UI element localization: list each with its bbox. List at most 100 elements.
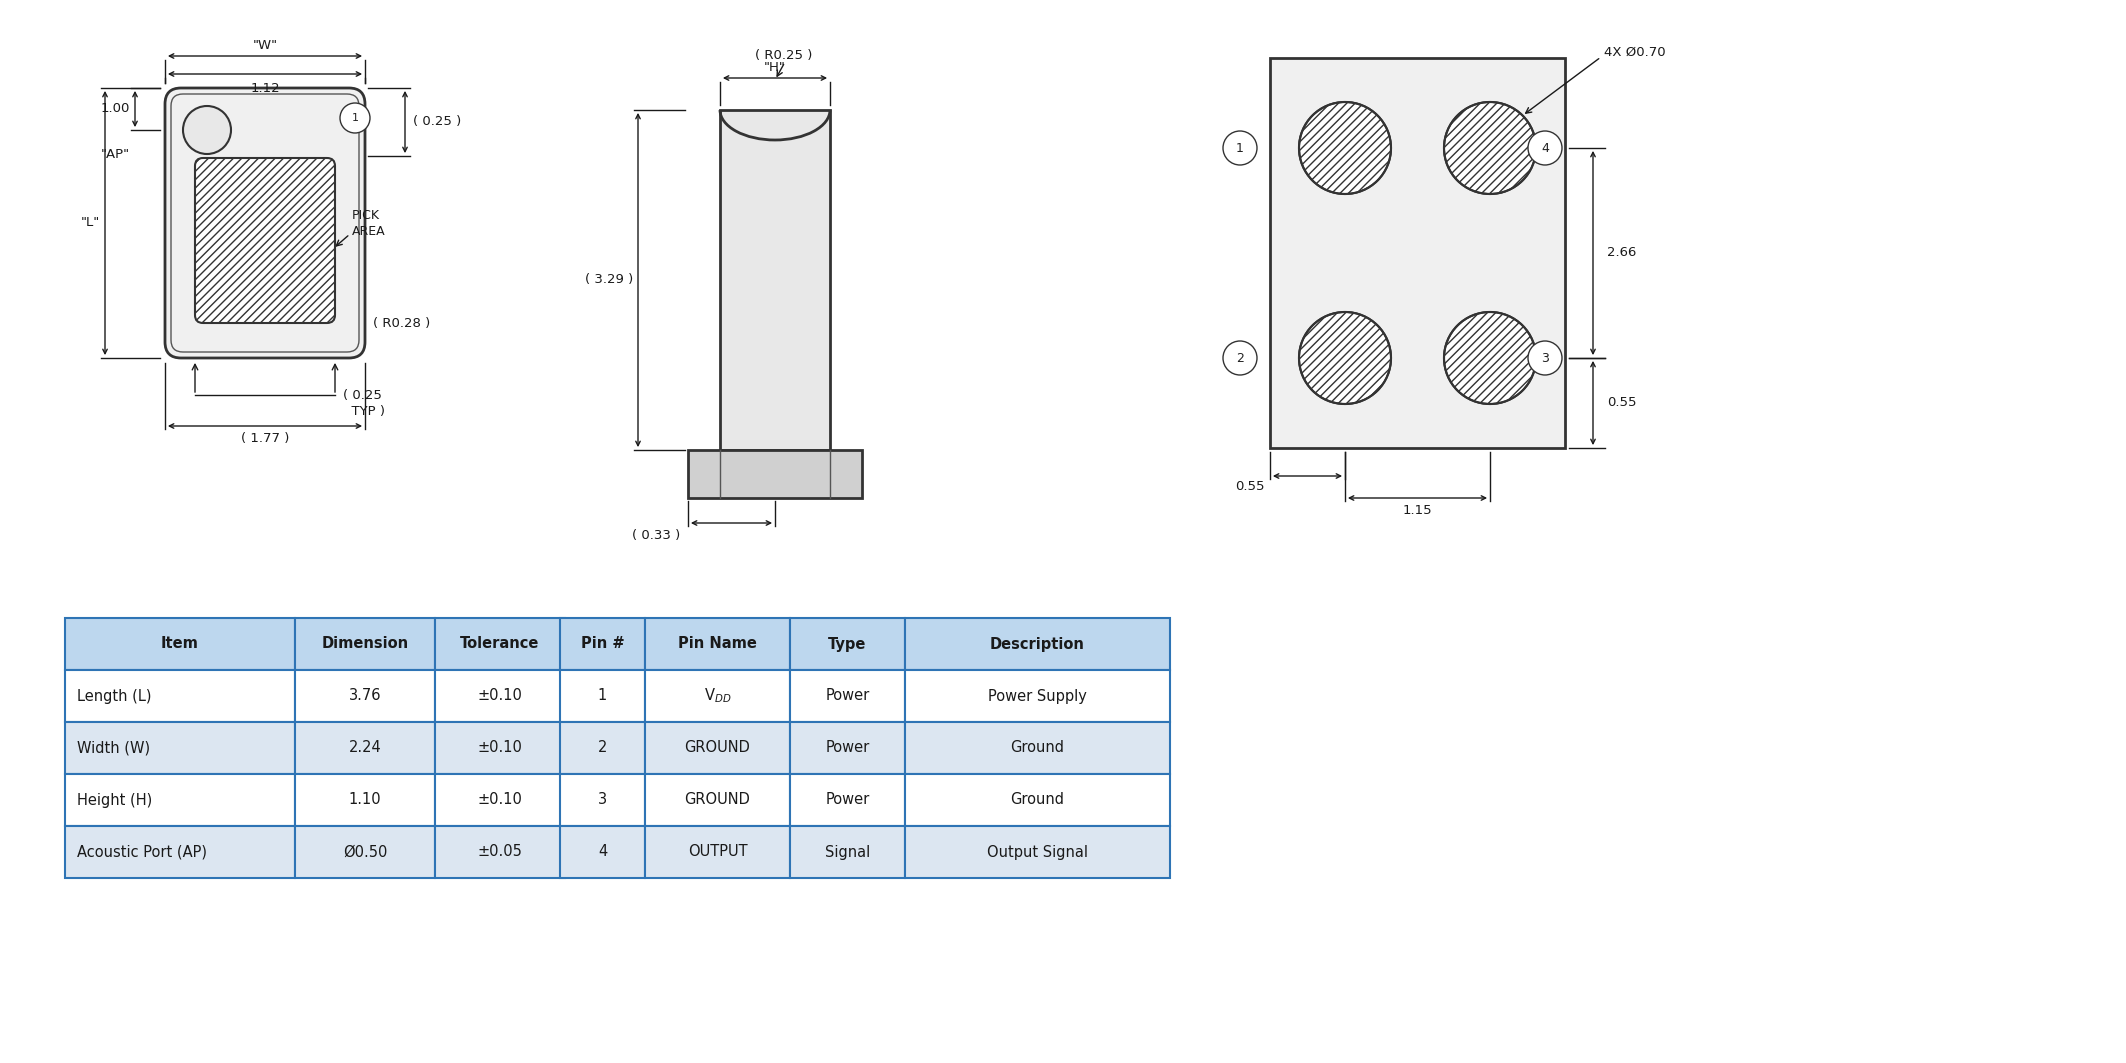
Bar bbox=[66, 774, 296, 826]
Text: ( 0.25: ( 0.25 bbox=[342, 388, 383, 402]
Text: Power: Power bbox=[825, 689, 870, 704]
Text: 2.66: 2.66 bbox=[1607, 247, 1637, 259]
Text: Item: Item bbox=[162, 637, 200, 652]
Bar bbox=[644, 618, 791, 670]
Text: Height (H): Height (H) bbox=[77, 793, 153, 808]
Text: ( 3.29 ): ( 3.29 ) bbox=[585, 273, 634, 287]
Text: Power Supply: Power Supply bbox=[989, 689, 1086, 704]
Bar bbox=[791, 670, 906, 722]
Text: 4: 4 bbox=[597, 844, 608, 860]
Text: AREA: AREA bbox=[353, 225, 385, 238]
Text: TYP ): TYP ) bbox=[342, 405, 385, 419]
Bar bbox=[559, 618, 644, 670]
Text: ( R0.28 ): ( R0.28 ) bbox=[372, 317, 429, 330]
Text: 1: 1 bbox=[597, 689, 608, 704]
Text: 1: 1 bbox=[1235, 141, 1244, 154]
Text: Tolerance: Tolerance bbox=[461, 637, 540, 652]
Bar bbox=[906, 618, 1169, 670]
Text: 3: 3 bbox=[597, 793, 608, 808]
Circle shape bbox=[1444, 102, 1535, 195]
Text: 1.10: 1.10 bbox=[349, 793, 381, 808]
Text: ±0.05: ±0.05 bbox=[478, 844, 523, 860]
Text: Output Signal: Output Signal bbox=[986, 844, 1089, 860]
Bar bbox=[906, 826, 1169, 878]
Circle shape bbox=[340, 103, 370, 133]
Circle shape bbox=[1222, 341, 1256, 375]
Bar bbox=[296, 826, 436, 878]
Text: 1: 1 bbox=[351, 113, 359, 123]
Bar bbox=[644, 774, 791, 826]
Text: Acoustic Port (AP): Acoustic Port (AP) bbox=[77, 844, 206, 860]
Text: ( 0.33 ): ( 0.33 ) bbox=[631, 529, 680, 542]
Bar bbox=[906, 774, 1169, 826]
Text: Power: Power bbox=[825, 741, 870, 756]
Bar bbox=[791, 618, 906, 670]
Bar bbox=[296, 618, 436, 670]
Bar bbox=[436, 722, 566, 774]
FancyBboxPatch shape bbox=[166, 88, 366, 358]
Text: 4X Ø0.70: 4X Ø0.70 bbox=[1603, 46, 1665, 58]
Circle shape bbox=[1222, 131, 1256, 165]
Circle shape bbox=[1529, 341, 1563, 375]
Circle shape bbox=[183, 106, 232, 154]
Text: "AP": "AP" bbox=[100, 148, 130, 161]
Text: GROUND: GROUND bbox=[685, 741, 750, 756]
Text: ( 0.25 ): ( 0.25 ) bbox=[412, 116, 461, 129]
Bar bbox=[791, 826, 906, 878]
Bar bbox=[559, 670, 644, 722]
Bar bbox=[66, 722, 296, 774]
Text: 2: 2 bbox=[597, 741, 608, 756]
Text: "W": "W" bbox=[253, 39, 279, 52]
Text: 1.00: 1.00 bbox=[100, 102, 130, 116]
Bar bbox=[1269, 58, 1565, 448]
Text: 1.12: 1.12 bbox=[251, 82, 281, 95]
Text: "L": "L" bbox=[81, 217, 100, 230]
Bar bbox=[906, 670, 1169, 722]
Bar bbox=[296, 722, 436, 774]
Circle shape bbox=[1299, 313, 1390, 404]
Text: Description: Description bbox=[991, 637, 1084, 652]
Circle shape bbox=[1299, 102, 1390, 195]
Text: GROUND: GROUND bbox=[685, 793, 750, 808]
Bar bbox=[559, 826, 644, 878]
Text: OUTPUT: OUTPUT bbox=[687, 844, 748, 860]
Text: ±0.10: ±0.10 bbox=[478, 741, 523, 756]
Bar bbox=[721, 109, 829, 450]
Text: Ø0.50: Ø0.50 bbox=[342, 844, 387, 860]
Text: Ground: Ground bbox=[1010, 741, 1065, 756]
Text: "H": "H" bbox=[763, 61, 787, 74]
Text: Pin Name: Pin Name bbox=[678, 637, 757, 652]
Text: Type: Type bbox=[829, 637, 867, 652]
Text: PICK: PICK bbox=[353, 209, 381, 222]
Text: 3: 3 bbox=[1541, 352, 1550, 365]
Text: Ground: Ground bbox=[1010, 793, 1065, 808]
Bar bbox=[906, 722, 1169, 774]
Text: Power: Power bbox=[825, 793, 870, 808]
Text: 3.76: 3.76 bbox=[349, 689, 381, 704]
FancyBboxPatch shape bbox=[196, 158, 336, 323]
Bar bbox=[559, 774, 644, 826]
Text: ±0.10: ±0.10 bbox=[478, 793, 523, 808]
Bar bbox=[644, 722, 791, 774]
Text: ( 1.77 ): ( 1.77 ) bbox=[240, 432, 289, 445]
Bar bbox=[559, 722, 644, 774]
Circle shape bbox=[1529, 131, 1563, 165]
Text: 2: 2 bbox=[1235, 352, 1244, 365]
Bar bbox=[66, 826, 296, 878]
Bar bbox=[689, 450, 861, 497]
Text: Length (L): Length (L) bbox=[77, 689, 151, 704]
Bar bbox=[436, 618, 566, 670]
Bar bbox=[791, 722, 906, 774]
Text: V$_{DD}$: V$_{DD}$ bbox=[704, 687, 731, 706]
Bar bbox=[66, 618, 296, 670]
Bar bbox=[644, 826, 791, 878]
Bar bbox=[66, 670, 296, 722]
Bar bbox=[296, 670, 436, 722]
Text: Dimension: Dimension bbox=[321, 637, 408, 652]
Bar bbox=[436, 774, 566, 826]
Text: ( R0.25 ): ( R0.25 ) bbox=[755, 49, 812, 62]
Text: 0.55: 0.55 bbox=[1235, 480, 1265, 493]
Text: 2.24: 2.24 bbox=[349, 741, 381, 756]
Text: Signal: Signal bbox=[825, 844, 870, 860]
Bar bbox=[644, 670, 791, 722]
